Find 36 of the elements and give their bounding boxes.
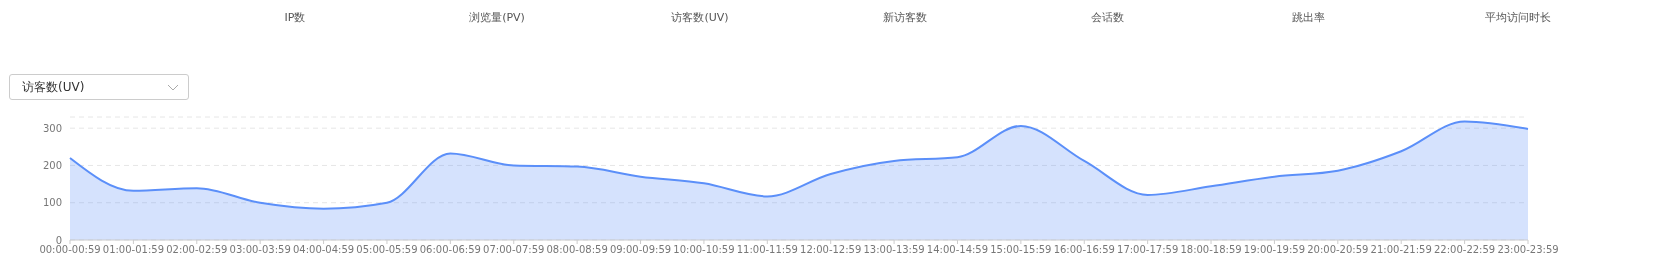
x-tick-label: 13:00-13:59	[863, 244, 925, 256]
x-tick-label: 23:00-23:59	[1497, 244, 1559, 256]
x-tick-label: 01:00-01:59	[102, 244, 165, 256]
text: 浏览量(PV)	[468, 10, 526, 25]
y-tick-label: 100	[42, 197, 62, 209]
x-tick-label: 09:00-09:59	[609, 244, 672, 256]
x-tick-label: 03:00-03:59	[229, 244, 291, 256]
text: 平均访问时长	[1484, 10, 1552, 25]
x-tick-label: 18:00-18:59	[1180, 244, 1242, 256]
text: 会话数	[1089, 10, 1125, 25]
text: 跳出率	[1290, 10, 1326, 25]
x-tick-label: 12:00-12:59	[800, 244, 862, 256]
x-tick-label: 10:00-10:59	[673, 244, 735, 256]
x-tick-label: 15:00-15:59	[990, 244, 1052, 256]
x-tick-label: 05:00-05:59	[356, 244, 418, 256]
x-tick-label: 04:00-04:59	[292, 244, 355, 256]
x-tick-label: 20:00-20:59	[1307, 244, 1369, 256]
x-tick-label: 21:00-21:59	[1370, 244, 1432, 256]
x-tick-label: 16:00-16:59	[1053, 244, 1115, 256]
text: IP数	[283, 10, 307, 25]
chart-title: 访客数(UV)	[9, 74, 189, 100]
y-tick-label: 0	[55, 234, 62, 246]
x-tick-label: 07:00-07:59	[483, 244, 545, 256]
y-tick-label: 200	[42, 160, 62, 171]
x-tick-label: 00:00-00:59	[39, 244, 101, 256]
y-tick-label: 300	[42, 122, 62, 134]
x-tick-label: 17:00-17:59	[1117, 244, 1179, 256]
x-tick-label: 08:00-08:59	[546, 244, 608, 256]
x-tick-label: 11:00-11:59	[736, 244, 798, 256]
text: 新访客数	[882, 10, 928, 25]
x-tick-label: 14:00-14:59	[926, 244, 989, 256]
text: 访客数(UV)	[670, 10, 730, 25]
x-tick-label: 22:00-22:59	[1433, 244, 1496, 256]
x-tick-label: 19:00-19:59	[1243, 244, 1306, 256]
x-tick-label: 02:00-02:59	[166, 244, 228, 256]
x-tick-label: 06:00-06:59	[419, 244, 481, 256]
